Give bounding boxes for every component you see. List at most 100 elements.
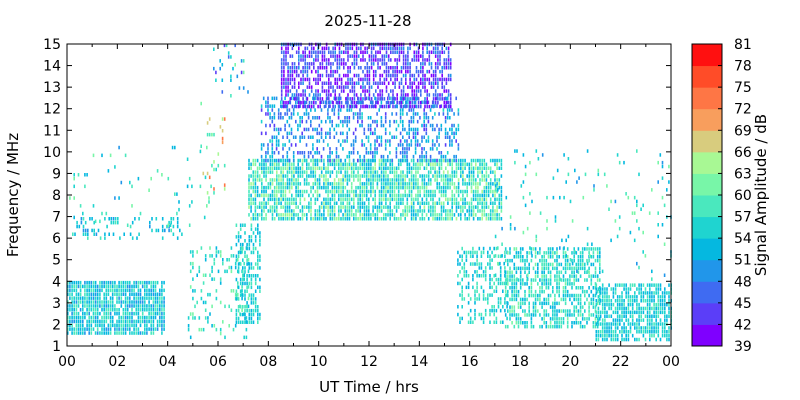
heatmap-cell [203, 215, 206, 220]
heatmap-cell [465, 250, 468, 255]
heatmap-cell [322, 100, 325, 104]
heatmap-cell [449, 135, 451, 139]
heatmap-cell [362, 58, 364, 62]
heatmap-cell [434, 178, 436, 182]
heatmap-cell [256, 174, 259, 178]
heatmap-cell [442, 178, 445, 182]
heatmap-cell [524, 321, 526, 325]
heatmap-cell [428, 62, 431, 66]
heatmap-cell [543, 266, 545, 271]
heatmap-cell [137, 327, 140, 331]
heatmap-cell [338, 205, 340, 209]
heatmap-cell [631, 310, 634, 315]
heatmap-cell [295, 100, 297, 104]
heatmap-cell [374, 201, 376, 205]
heatmap-cell [161, 296, 163, 300]
heatmap-cell [338, 54, 341, 58]
heatmap-cell [263, 205, 265, 209]
heatmap-cell [237, 266, 240, 270]
heatmap-cell [446, 112, 449, 116]
heatmap-cell [417, 197, 419, 202]
heatmap-cell [468, 170, 471, 174]
heatmap-cell [584, 317, 586, 321]
heatmap-cell [338, 58, 341, 62]
heatmap-cell [186, 184, 189, 189]
heatmap-cell [359, 213, 361, 217]
heatmap-cell [241, 285, 243, 289]
heatmap-cell [312, 116, 314, 120]
heatmap-cell [254, 185, 257, 190]
heatmap-cell [144, 327, 146, 331]
heatmap-cell [284, 185, 287, 190]
heatmap-cell [357, 174, 359, 178]
heatmap-cell [415, 197, 417, 202]
heatmap-cell [507, 282, 509, 286]
heatmap-cell [423, 119, 425, 124]
heatmap-cell [329, 162, 332, 167]
heatmap-cell [411, 97, 413, 101]
heatmap-cell [86, 284, 88, 289]
heatmap-cell [554, 274, 556, 278]
heatmap-cell [566, 289, 569, 294]
heatmap-cell [92, 204, 95, 208]
heatmap-cell [464, 166, 466, 170]
heatmap-cell [445, 97, 448, 101]
heatmap-cell [502, 320, 504, 324]
heatmap-cell [432, 46, 435, 51]
heatmap-cell [291, 201, 293, 205]
heatmap-cell [511, 286, 513, 290]
heatmap-cell [389, 104, 391, 108]
heatmap-cell [259, 277, 261, 282]
heatmap-cell [325, 174, 327, 178]
heatmap-cell [283, 58, 285, 62]
heatmap-cell [476, 250, 478, 255]
heatmap-cell [601, 283, 604, 287]
heatmap-cell [287, 100, 289, 105]
heatmap-cell [451, 205, 453, 209]
heatmap-cell [329, 151, 331, 155]
heatmap-cell [515, 270, 518, 274]
heatmap-cell [126, 308, 129, 312]
heatmap-cell [346, 213, 349, 217]
heatmap-cell [261, 170, 263, 174]
heatmap-cell [295, 89, 298, 93]
heatmap-cell [271, 209, 274, 213]
heatmap-cell [372, 182, 374, 186]
heatmap-cell [614, 322, 617, 326]
heatmap-cell [552, 305, 554, 309]
heatmap-cell [295, 69, 298, 74]
heatmap-cell [495, 316, 498, 321]
heatmap-cell [161, 311, 163, 316]
heatmap-cell [325, 66, 328, 70]
heatmap-cell [581, 313, 584, 317]
heatmap-cell [329, 205, 332, 209]
heatmap-cell [325, 100, 328, 105]
heatmap-cell [368, 58, 371, 62]
heatmap-cell [530, 251, 533, 255]
heatmap-cell [109, 304, 112, 308]
heatmap-cell [135, 327, 138, 331]
heatmap-cell [498, 213, 501, 217]
heatmap-cell [328, 81, 330, 85]
heatmap-cell [427, 189, 430, 194]
heatmap-cell [396, 69, 398, 74]
heatmap-cell [573, 247, 575, 251]
heatmap-cell [467, 301, 470, 305]
heatmap-cell [405, 62, 407, 66]
heatmap-cell [154, 296, 157, 300]
heatmap-cell [412, 197, 415, 202]
heatmap-cell [161, 284, 163, 289]
heatmap-cell [539, 313, 541, 317]
heatmap-cell [385, 100, 388, 105]
heatmap-cell [246, 254, 248, 258]
heatmap-cell [612, 330, 615, 334]
heatmap-cell [400, 170, 402, 174]
heatmap-cell [329, 182, 332, 186]
heatmap-cell [631, 283, 634, 287]
heatmap-cell [328, 97, 330, 101]
heatmap-cell [474, 312, 476, 317]
heatmap-cell [541, 270, 543, 274]
heatmap-cell [269, 116, 271, 120]
heatmap-cell [437, 93, 439, 97]
heatmap-cell [336, 85, 339, 89]
